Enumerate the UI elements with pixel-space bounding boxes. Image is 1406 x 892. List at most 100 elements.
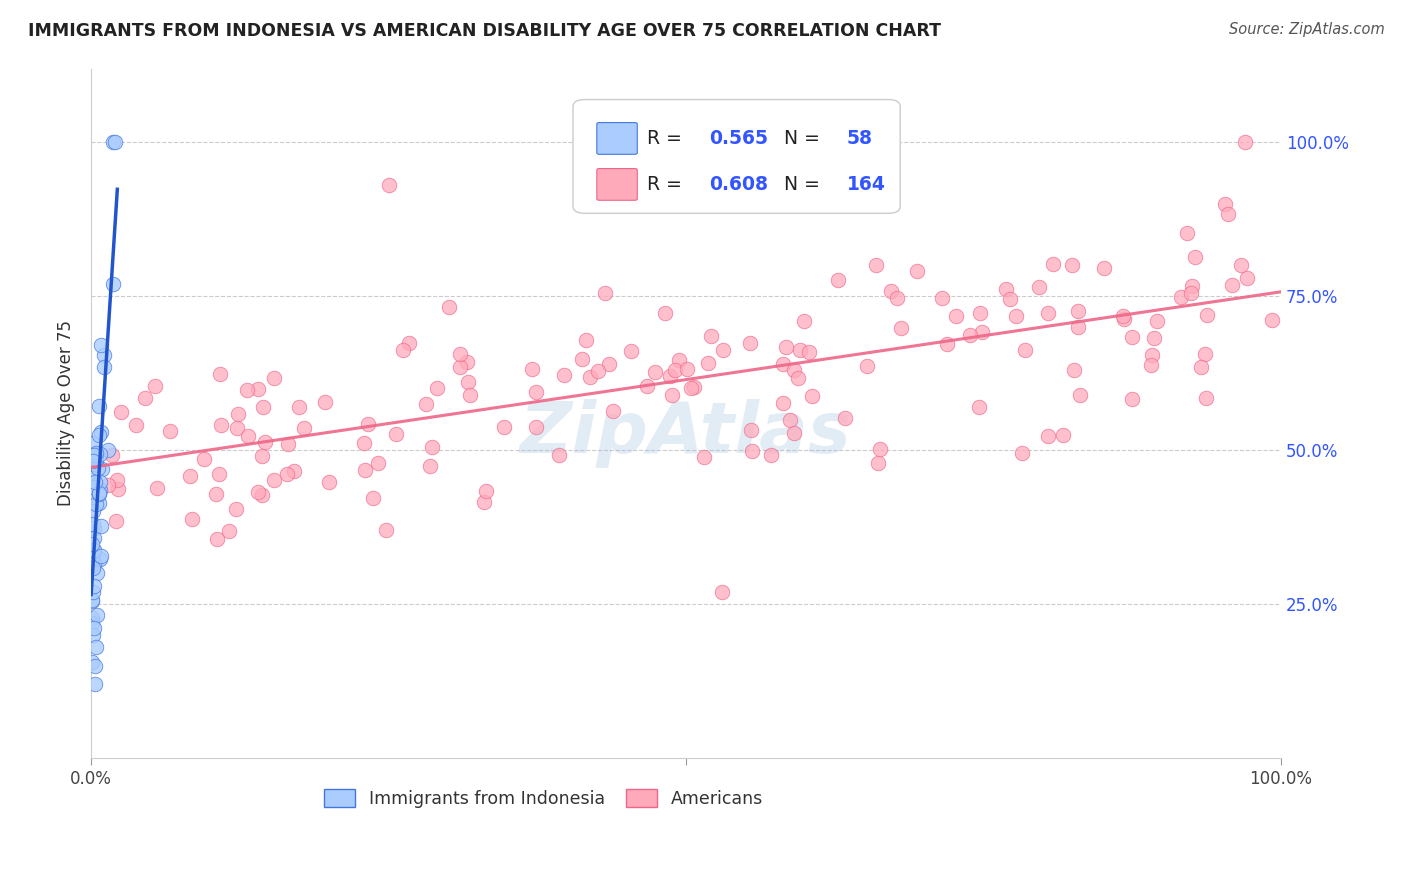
Point bbox=[179, 469, 201, 483]
Point bbox=[84, 497, 107, 511]
Point bbox=[880, 284, 903, 298]
Point bbox=[1146, 314, 1168, 328]
Point bbox=[967, 400, 990, 414]
Point bbox=[571, 352, 593, 367]
Point bbox=[277, 437, 299, 451]
Point bbox=[1063, 363, 1085, 377]
Point bbox=[228, 408, 250, 422]
Point bbox=[247, 382, 270, 396]
Point bbox=[82, 615, 104, 630]
Point bbox=[959, 327, 981, 342]
Point bbox=[1229, 258, 1251, 272]
Point bbox=[869, 442, 891, 456]
Point bbox=[225, 502, 247, 516]
FancyBboxPatch shape bbox=[574, 100, 900, 213]
Point bbox=[1195, 391, 1218, 405]
Point bbox=[89, 552, 111, 566]
Point bbox=[146, 481, 169, 495]
Text: 58: 58 bbox=[846, 129, 873, 148]
Point bbox=[710, 584, 733, 599]
Point bbox=[84, 451, 107, 466]
Point bbox=[89, 485, 111, 500]
Point bbox=[1036, 305, 1059, 319]
Text: 0.565: 0.565 bbox=[709, 129, 768, 148]
Point bbox=[548, 448, 571, 462]
Point bbox=[87, 496, 110, 510]
Point bbox=[1234, 136, 1257, 150]
Point bbox=[143, 378, 166, 392]
Point bbox=[263, 473, 285, 487]
Point bbox=[104, 136, 127, 150]
Point bbox=[209, 417, 232, 432]
Point bbox=[1184, 250, 1206, 264]
Point bbox=[180, 512, 202, 526]
Point bbox=[82, 464, 104, 478]
Point bbox=[668, 353, 690, 368]
Point bbox=[969, 306, 991, 320]
Point bbox=[644, 365, 666, 379]
Point bbox=[83, 621, 105, 635]
Point bbox=[82, 656, 104, 670]
Point bbox=[827, 273, 849, 287]
Point bbox=[82, 471, 104, 485]
Point bbox=[682, 380, 704, 394]
Point bbox=[83, 521, 105, 535]
Point bbox=[472, 495, 495, 509]
Point bbox=[741, 443, 763, 458]
Point bbox=[84, 446, 107, 460]
Point bbox=[865, 258, 887, 272]
Point bbox=[90, 519, 112, 533]
Point bbox=[82, 435, 104, 450]
Text: N =: N = bbox=[783, 175, 825, 194]
Point bbox=[84, 640, 107, 655]
Point bbox=[474, 484, 496, 499]
Point bbox=[87, 427, 110, 442]
Point bbox=[1189, 359, 1212, 374]
Point bbox=[1092, 260, 1115, 275]
Point bbox=[697, 356, 720, 370]
Point bbox=[283, 464, 305, 478]
Legend: Immigrants from Indonesia, Americans: Immigrants from Indonesia, Americans bbox=[316, 782, 770, 814]
Point bbox=[553, 368, 575, 383]
Point bbox=[1069, 388, 1091, 402]
Point bbox=[134, 391, 156, 405]
Point bbox=[1112, 309, 1135, 323]
Point bbox=[1213, 196, 1236, 211]
Point bbox=[93, 359, 115, 374]
Point bbox=[82, 585, 104, 599]
Point bbox=[392, 343, 415, 357]
Point bbox=[398, 336, 420, 351]
Point bbox=[579, 369, 602, 384]
Point bbox=[218, 524, 240, 538]
Text: ZipAtlas: ZipAtlas bbox=[520, 400, 852, 468]
Point bbox=[1194, 347, 1216, 361]
Point bbox=[83, 658, 105, 673]
Point bbox=[659, 369, 682, 384]
Point bbox=[294, 420, 316, 434]
Point bbox=[834, 410, 856, 425]
Point bbox=[1052, 428, 1074, 442]
Point bbox=[83, 448, 105, 462]
Point bbox=[82, 560, 104, 574]
Point bbox=[83, 579, 105, 593]
Point bbox=[90, 462, 112, 476]
Point bbox=[247, 485, 270, 500]
Point bbox=[1175, 226, 1198, 240]
Point bbox=[801, 389, 824, 403]
Point bbox=[524, 419, 547, 434]
Point bbox=[1042, 257, 1064, 271]
FancyBboxPatch shape bbox=[596, 169, 637, 201]
Point bbox=[998, 292, 1021, 306]
Point bbox=[375, 524, 398, 538]
Point bbox=[82, 628, 104, 642]
Point bbox=[83, 542, 105, 557]
Point bbox=[772, 357, 794, 371]
Point bbox=[105, 514, 128, 528]
Point bbox=[84, 475, 107, 490]
Point bbox=[524, 385, 547, 400]
Text: 164: 164 bbox=[846, 175, 886, 194]
Point bbox=[945, 309, 967, 323]
Point bbox=[856, 359, 879, 373]
Point bbox=[82, 480, 104, 494]
Point bbox=[90, 425, 112, 439]
